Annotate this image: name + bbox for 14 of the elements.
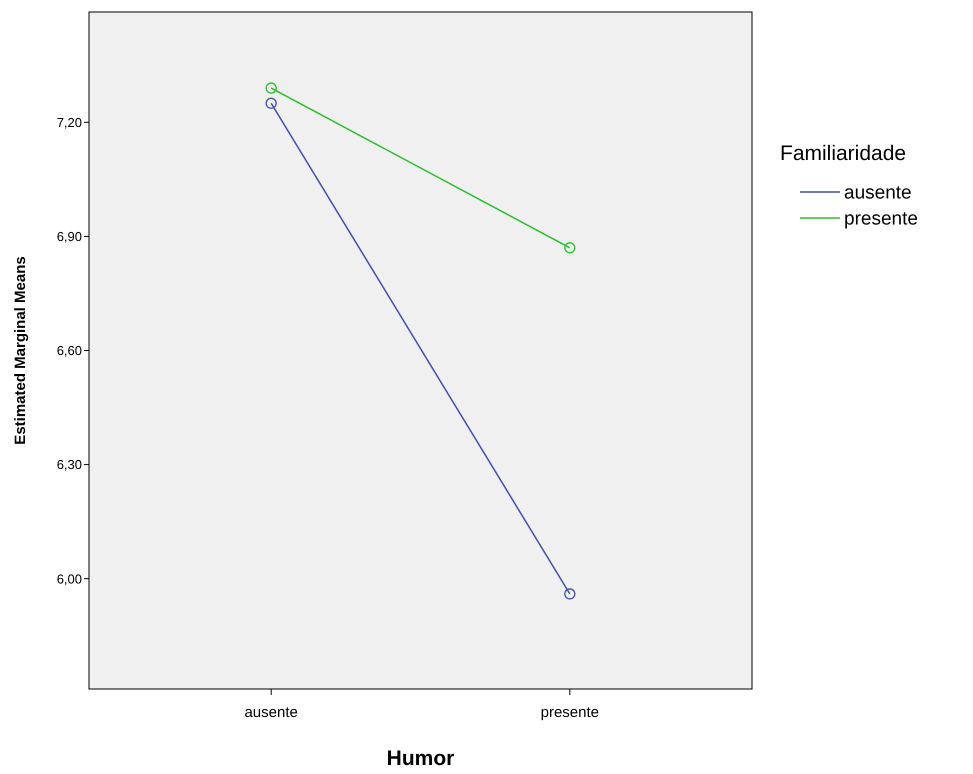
y-tick-label: 7,20 bbox=[56, 114, 82, 130]
y-axis-title: Estimated Marginal Means bbox=[12, 256, 29, 445]
y-tick-label: 6,00 bbox=[56, 571, 82, 586]
y-tick-label: 6,90 bbox=[56, 228, 82, 244]
point bbox=[564, 588, 576, 600]
legend-title: Familiaridade bbox=[780, 142, 906, 165]
x-axis-title: Humor bbox=[386, 747, 454, 770]
point bbox=[564, 242, 576, 254]
legend-label: ausente bbox=[844, 182, 912, 204]
point bbox=[266, 82, 277, 94]
y-tick-label: 6,60 bbox=[56, 343, 82, 358]
y-tick-label: 6,30 bbox=[56, 457, 82, 472]
point bbox=[266, 98, 277, 109]
legend-label: presente bbox=[844, 208, 918, 230]
